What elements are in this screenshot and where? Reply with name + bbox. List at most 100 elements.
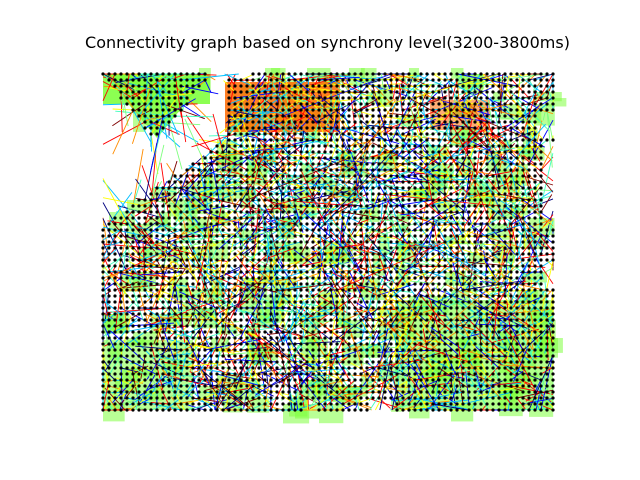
graph-edge — [240, 211, 266, 256]
graph-node — [323, 180, 327, 184]
graph-node — [425, 216, 429, 220]
graph-edge — [342, 337, 352, 349]
graph-edge — [493, 289, 500, 339]
graph-node — [287, 108, 291, 112]
graph-edge — [461, 349, 494, 365]
graph-node — [395, 102, 399, 106]
graph-node — [491, 198, 495, 202]
graph-node — [401, 222, 405, 226]
graph-node — [479, 96, 483, 100]
graph-edge — [313, 241, 338, 283]
graph-edge — [470, 85, 482, 119]
graph-node — [437, 120, 441, 124]
graph-node — [173, 72, 177, 76]
graph-node — [203, 186, 207, 190]
graph-node — [137, 216, 141, 220]
graph-node — [473, 198, 477, 202]
graph-node — [509, 150, 513, 154]
graph-node — [239, 144, 243, 148]
graph-node — [173, 108, 177, 112]
graph-node — [239, 234, 243, 238]
graph-node — [479, 174, 483, 178]
graph-node — [371, 162, 375, 166]
graph-node — [473, 102, 477, 106]
graph-node — [473, 240, 477, 244]
graph-node — [383, 210, 387, 214]
graph-node — [287, 234, 291, 238]
graph-node — [311, 174, 315, 178]
graph-node — [299, 240, 303, 244]
graph-node — [455, 150, 459, 154]
graph-edge — [251, 91, 272, 115]
graph-node — [425, 222, 429, 226]
graph-node — [521, 132, 525, 136]
graph-node — [347, 162, 351, 166]
graph-node — [449, 162, 453, 166]
graph-node — [341, 204, 345, 208]
graph-node — [485, 210, 489, 214]
graph-edge — [272, 211, 290, 255]
graph-node — [461, 162, 465, 166]
graph-edge — [277, 265, 296, 309]
graph-edge — [185, 403, 212, 411]
graph-node — [401, 108, 405, 112]
graph-node — [359, 156, 363, 160]
graph-node — [329, 120, 333, 124]
graph-node — [371, 78, 375, 82]
graph-node — [329, 240, 333, 244]
graph-node — [365, 102, 369, 106]
graph-node — [479, 192, 483, 196]
graph-edge — [378, 316, 418, 339]
graph-edge — [258, 387, 302, 399]
graph-node — [413, 126, 417, 130]
graph-edge — [384, 169, 416, 181]
graph-edge — [438, 109, 458, 117]
graph-node — [263, 228, 267, 232]
graph-node — [395, 216, 399, 220]
graph-node — [215, 222, 219, 226]
graph-node — [257, 228, 261, 232]
graph-node — [365, 72, 369, 76]
graph-edge — [102, 229, 122, 241]
graph-node — [437, 150, 441, 154]
graph-edge — [468, 301, 500, 323]
graph-node — [239, 156, 243, 160]
graph-node — [197, 192, 201, 196]
graph-node — [203, 210, 207, 214]
graph-node — [119, 96, 123, 100]
graph-node — [317, 234, 321, 238]
graph-node — [275, 186, 279, 190]
graph-edge — [464, 266, 488, 285]
graph-node — [167, 90, 171, 94]
graph-edge — [246, 397, 255, 411]
graph-node — [365, 96, 369, 100]
graph-node — [149, 234, 153, 238]
graph-node — [335, 168, 339, 172]
graph-node — [275, 240, 279, 244]
graph-node — [419, 144, 423, 148]
graph-node — [215, 192, 219, 196]
graph-node — [251, 102, 255, 106]
graph-node — [383, 192, 387, 196]
graph-node — [485, 108, 489, 112]
graph-edge — [528, 354, 554, 411]
graph-edge — [270, 79, 299, 133]
graph-edge — [156, 181, 168, 201]
graph-node — [497, 120, 501, 124]
graph-node — [443, 252, 447, 256]
graph-node — [413, 102, 417, 106]
graph-edge — [372, 235, 385, 243]
graph-edge — [336, 116, 385, 159]
graph-edge — [264, 147, 314, 189]
graph-node — [209, 210, 213, 214]
graph-edge — [246, 79, 260, 97]
graph-node — [443, 186, 447, 190]
graph-node — [365, 210, 369, 214]
graph-node — [161, 186, 165, 190]
graph-edge — [174, 194, 195, 225]
graph-edge — [522, 307, 553, 333]
graph-node — [329, 90, 333, 94]
graph-edge — [186, 255, 212, 285]
graph-node — [137, 246, 141, 250]
graph-node — [503, 210, 507, 214]
